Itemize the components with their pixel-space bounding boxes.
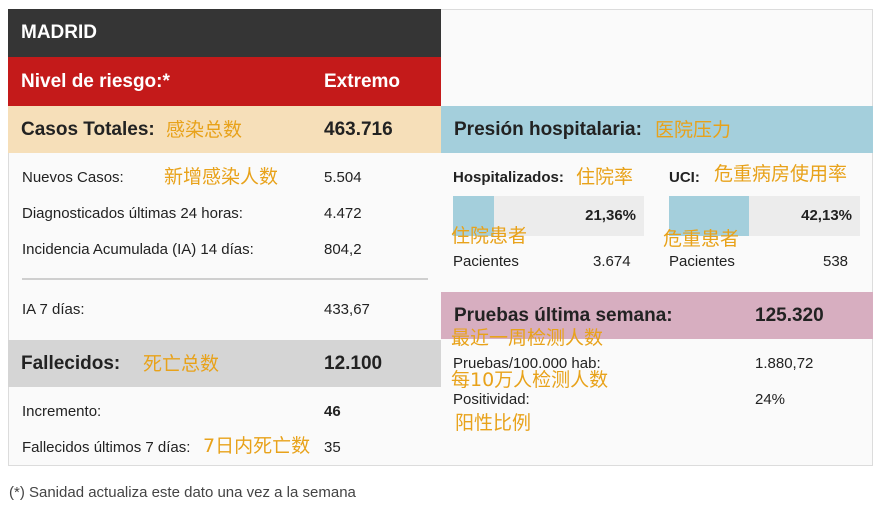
total-cases-label: Casos Totales:: [21, 119, 155, 140]
positivity-annotation: 阳性比例: [455, 412, 532, 434]
deaths-annotation: 死亡总数: [143, 353, 220, 375]
icu-patients-annotation: 危重患者: [663, 228, 740, 250]
tests-header: Pruebas última semana: 125.320: [441, 292, 873, 339]
deaths-value: 12.100: [324, 353, 383, 374]
incidence-14d-label: Incidencia Acumulada (IA) 14 días:: [22, 241, 254, 258]
deaths-7d-annotation: 7日内死亡数: [203, 435, 311, 457]
hospitalized-bar-fill: [453, 196, 494, 236]
icu-bar-fill: [669, 196, 750, 236]
tests-per100k-label: Pruebas/100.000 hab:: [453, 355, 601, 372]
increment-value: 46: [324, 403, 341, 420]
hospitalized-bar: 21,36%: [453, 196, 644, 236]
new-cases-value: 5.504: [324, 169, 362, 186]
ia7-value: 433,67: [324, 301, 370, 318]
hospitalized-annotation: 住院率: [576, 166, 634, 188]
total-cases-value: 463.716: [324, 119, 393, 140]
hospitalized-patients-value: 3.674: [593, 253, 631, 270]
total-cases-annotation: 感染总数: [166, 119, 243, 141]
tests-value: 125.320: [755, 305, 824, 326]
hospital-pressure-label: Presión hospitalaria:: [454, 119, 642, 140]
icu-annotation: 危重病房使用率: [714, 163, 848, 185]
icu-percent: 42,13%: [801, 207, 852, 224]
new-cases-annotation: 新增感染人数: [164, 166, 279, 188]
tests-per100k-value: 1.880,72: [755, 355, 814, 372]
icu-patients-label: Pacientes: [669, 253, 735, 270]
total-cases-header: Casos Totales: 463.716: [8, 106, 441, 153]
hospitalized-patients-label: Pacientes: [453, 253, 519, 270]
tests-per100k-annotation: 每10万人检测人数: [451, 369, 609, 391]
deaths-header: Fallecidos: 12.100: [8, 340, 441, 387]
hospitalized-label: Hospitalizados:: [453, 169, 564, 186]
deaths-label: Fallecidos:: [21, 353, 121, 374]
icu-label: UCI:: [669, 169, 700, 186]
risk-value: Extremo: [324, 71, 401, 92]
footnote: (*) Sanidad actualiza este dato una vez …: [9, 484, 356, 501]
section-divider: [22, 278, 428, 280]
risk-label: Nivel de riesgo:*: [21, 71, 170, 92]
hospital-pressure-header: Presión hospitalaria:: [441, 106, 873, 153]
diagnosed-24h-label: Diagnosticados últimas 24 horas:: [22, 205, 243, 222]
increment-label: Incremento:: [22, 403, 102, 420]
deaths-7d-value: 35: [324, 439, 341, 456]
incidence-14d-value: 804,2: [324, 241, 362, 258]
hospital-pressure-annotation: 医院压力: [655, 119, 732, 141]
icu-patients-value: 538: [823, 253, 849, 270]
region-title: MADRID: [8, 9, 441, 57]
tests-annotation: 最近一周检测人数: [451, 327, 604, 349]
hospitalized-patients-annotation: 住院患者: [451, 225, 528, 247]
new-cases-label: Nuevos Casos:: [22, 169, 124, 186]
ia7-label: IA 7 días:: [22, 301, 85, 318]
risk-level-bar: Nivel de riesgo:* Extremo: [8, 57, 441, 106]
hospitalized-percent: 21,36%: [585, 207, 636, 224]
positivity-value: 24%: [755, 391, 786, 408]
tests-label: Pruebas última semana:: [454, 305, 673, 326]
deaths-7d-label: Fallecidos últimos 7 días:: [22, 439, 191, 456]
diagnosed-24h-value: 4.472: [324, 205, 362, 222]
icu-bar: 42,13%: [669, 196, 860, 236]
positivity-label: Positividad:: [453, 391, 530, 408]
